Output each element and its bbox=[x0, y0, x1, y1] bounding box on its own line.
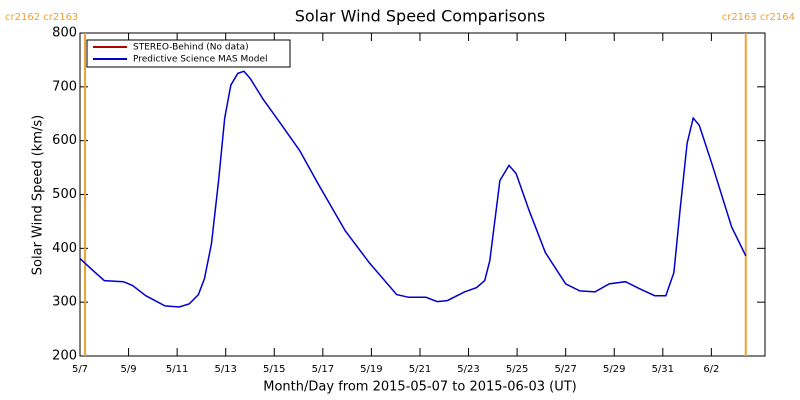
legend-label: STEREO-Behind (No data) bbox=[133, 43, 249, 53]
legend-label: Predictive Science MAS Model bbox=[133, 55, 268, 65]
x-tick-label: 5/25 bbox=[506, 364, 528, 375]
data-line bbox=[79, 70, 747, 308]
x-tick-label: 5/27 bbox=[554, 364, 576, 375]
x-tick-label: 5/13 bbox=[214, 364, 236, 375]
y-tick-label: 500 bbox=[52, 187, 77, 202]
x-tick-label: 5/21 bbox=[409, 364, 431, 375]
y-tick-label: 600 bbox=[52, 133, 77, 148]
x-tick-label: 5/19 bbox=[360, 364, 382, 375]
y-axis-label: Solar Wind Speed (km/s) bbox=[31, 115, 46, 275]
x-tick-label: 5/15 bbox=[263, 364, 285, 375]
x-tick-label: 6/2 bbox=[703, 364, 719, 375]
x-tick-label: 5/23 bbox=[457, 364, 479, 375]
y-tick-label: 800 bbox=[52, 26, 77, 41]
x-tick-label: 5/31 bbox=[652, 364, 674, 375]
y-tick-label: 200 bbox=[52, 349, 77, 364]
plot-frame bbox=[79, 32, 766, 357]
x-tick-label: 5/9 bbox=[121, 364, 137, 375]
legend-box bbox=[86, 39, 291, 68]
boundary-label: cr2162 cr2163 bbox=[5, 12, 78, 23]
x-axis-label: Month/Day from 2015-05-07 to 2015-06-03 … bbox=[263, 380, 576, 395]
y-tick-label: 400 bbox=[52, 241, 77, 256]
chart-title: Solar Wind Speed Comparisons bbox=[295, 7, 546, 26]
x-tick-label: 5/29 bbox=[603, 364, 625, 375]
boundary-label: cr2163 cr2164 bbox=[722, 12, 795, 23]
x-tick-label: 5/7 bbox=[72, 364, 88, 375]
y-tick-label: 700 bbox=[52, 79, 77, 94]
y-tick-label: 300 bbox=[52, 295, 77, 310]
x-tick-label: 5/11 bbox=[166, 364, 188, 375]
x-tick-label: 5/17 bbox=[312, 364, 334, 375]
